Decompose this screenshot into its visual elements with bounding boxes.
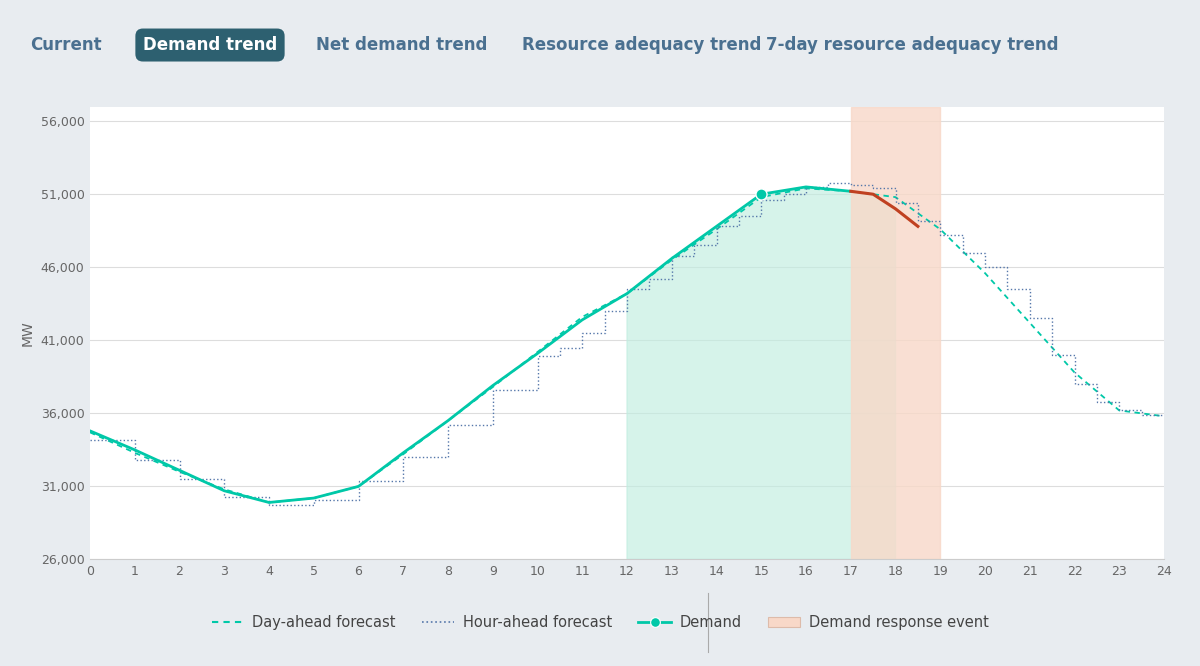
Text: 7-day resource adequacy trend: 7-day resource adequacy trend	[766, 36, 1058, 54]
Polygon shape	[628, 187, 895, 559]
Text: Demand trend: Demand trend	[143, 36, 277, 54]
Text: Resource adequacy trend: Resource adequacy trend	[522, 36, 762, 54]
Y-axis label: MW: MW	[22, 320, 35, 346]
Text: Current: Current	[30, 36, 102, 54]
Bar	[851, 107, 941, 559]
Legend: Day-ahead forecast, Hour-ahead forecast, Demand, Demand response event: Day-ahead forecast, Hour-ahead forecast,…	[205, 609, 995, 636]
Text: Net demand trend: Net demand trend	[317, 36, 487, 54]
